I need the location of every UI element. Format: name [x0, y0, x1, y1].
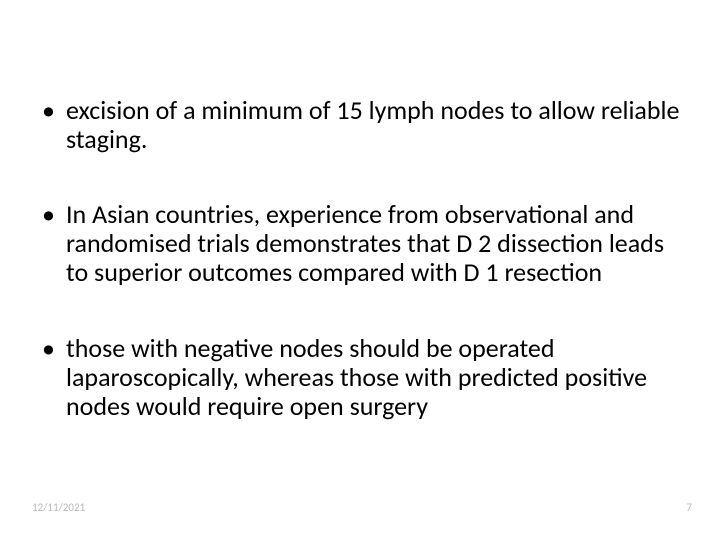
bullet-text: excision of a minimum of 15 lymph nodes …: [66, 94, 679, 155]
bullet-text: those with negative nodes should be oper…: [66, 332, 647, 422]
bullet-item: In Asian countries, experience from obse…: [40, 200, 690, 287]
footer-date: 12/11/2021: [32, 501, 85, 514]
slide: excision of a minimum of 15 lymph nodes …: [0, 0, 720, 540]
bullet-item: excision of a minimum of 15 lymph nodes …: [40, 96, 690, 154]
bullet-text: In Asian countries, experience from obse…: [66, 198, 664, 288]
bullet-list: excision of a minimum of 15 lymph nodes …: [40, 96, 690, 467]
footer-page-number: 7: [686, 501, 692, 514]
bullet-item: those with negative nodes should be oper…: [40, 334, 690, 421]
